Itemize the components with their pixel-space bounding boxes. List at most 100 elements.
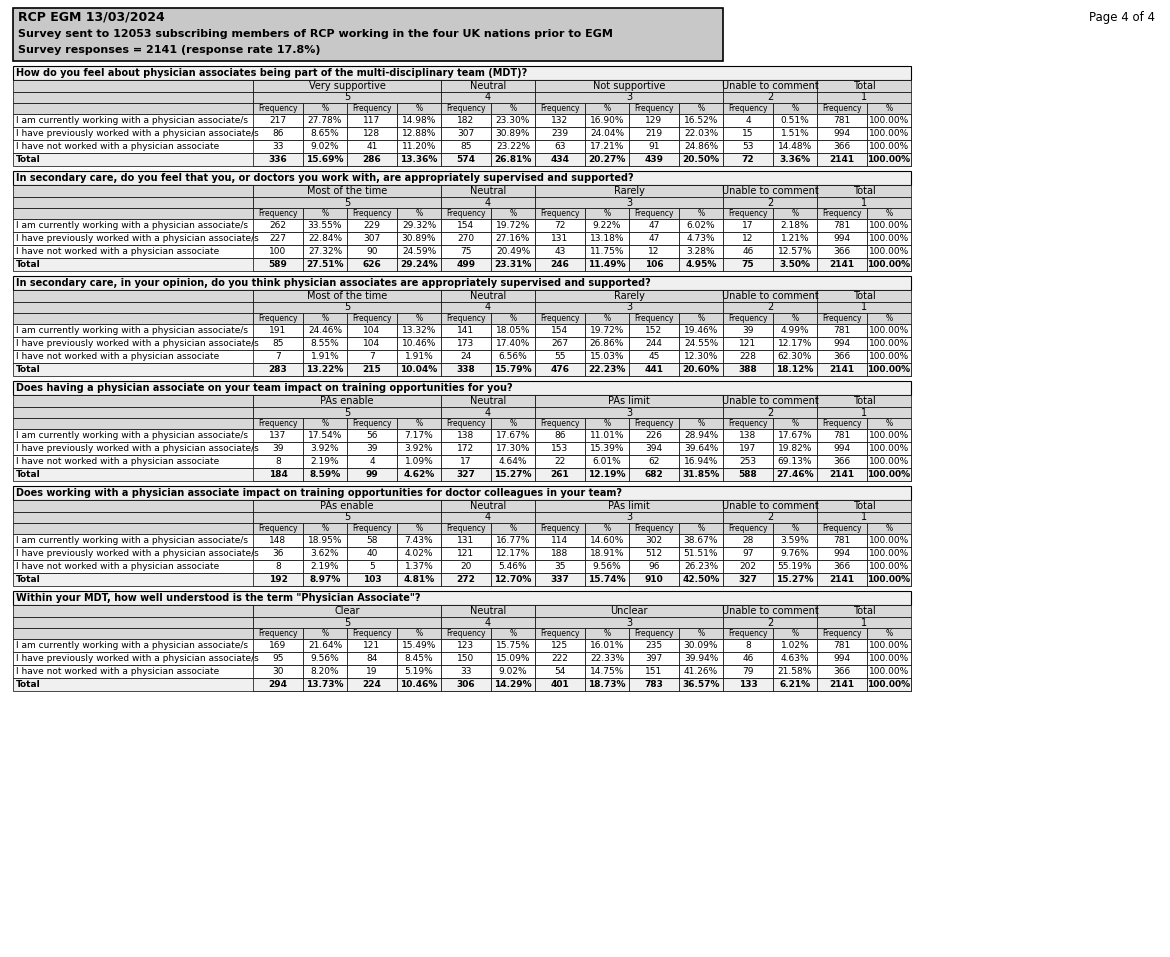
Bar <box>867 245 911 258</box>
Bar <box>817 92 911 103</box>
Text: Frequency: Frequency <box>634 314 674 323</box>
Text: 24.04%: 24.04% <box>590 129 624 138</box>
Bar <box>347 232 397 245</box>
Text: Frequency: Frequency <box>541 314 580 323</box>
Bar <box>441 313 491 324</box>
Text: 3.28%: 3.28% <box>687 247 715 256</box>
Text: Total: Total <box>853 81 875 91</box>
Text: 100.00%: 100.00% <box>867 680 910 689</box>
Bar <box>253 350 303 363</box>
Bar <box>397 258 441 271</box>
Bar <box>253 185 441 197</box>
Bar <box>441 80 535 92</box>
Text: 96: 96 <box>648 562 660 571</box>
Bar <box>491 442 535 455</box>
Bar <box>303 153 347 166</box>
Text: 781: 781 <box>833 326 851 335</box>
Bar <box>441 302 535 313</box>
Bar <box>397 442 441 455</box>
Text: 17.67%: 17.67% <box>496 431 530 440</box>
Text: 22.33%: 22.33% <box>590 654 624 663</box>
Bar <box>867 232 911 245</box>
Text: 3: 3 <box>626 408 632 417</box>
Text: 336: 336 <box>269 155 288 164</box>
Text: Does having a physician associate on your team impact on training opportunities : Does having a physician associate on you… <box>16 383 512 393</box>
Text: 5: 5 <box>344 302 350 313</box>
Bar <box>867 547 911 560</box>
Bar <box>723 665 773 678</box>
Text: Frequency: Frequency <box>823 104 862 113</box>
Text: I have not worked with a physician associate: I have not worked with a physician assoc… <box>16 667 219 676</box>
Text: Neutral: Neutral <box>470 396 507 406</box>
Text: 15.27%: 15.27% <box>776 575 814 584</box>
Text: 8: 8 <box>275 457 281 466</box>
Text: 97: 97 <box>742 549 753 558</box>
Bar <box>13 219 911 232</box>
Bar <box>723 258 773 271</box>
Text: 781: 781 <box>833 641 851 650</box>
Text: 2.19%: 2.19% <box>311 562 339 571</box>
Text: Total: Total <box>16 155 41 164</box>
Text: 20.49%: 20.49% <box>496 247 530 256</box>
Bar <box>723 455 773 468</box>
Text: 100.00%: 100.00% <box>869 247 909 256</box>
Bar <box>535 573 585 586</box>
Text: 4: 4 <box>745 116 751 125</box>
Bar <box>303 442 347 455</box>
Bar <box>535 324 585 337</box>
Text: 15.75%: 15.75% <box>496 641 530 650</box>
Bar <box>303 140 347 153</box>
Bar <box>13 114 911 127</box>
Bar <box>347 208 397 219</box>
Bar <box>535 560 585 573</box>
Bar <box>347 455 397 468</box>
Text: 14.75%: 14.75% <box>590 667 624 676</box>
Bar <box>397 103 441 114</box>
Text: 7.43%: 7.43% <box>405 536 433 545</box>
Text: 499: 499 <box>456 260 475 269</box>
Text: Frequency: Frequency <box>352 629 392 638</box>
Text: 910: 910 <box>645 575 663 584</box>
Bar <box>535 442 585 455</box>
Text: 151: 151 <box>646 667 662 676</box>
Bar <box>13 337 911 350</box>
Bar <box>629 258 679 271</box>
Text: 90: 90 <box>366 247 378 256</box>
Text: %: % <box>697 209 704 218</box>
Bar <box>679 534 723 547</box>
Text: 91: 91 <box>648 142 660 151</box>
Text: Most of the time: Most of the time <box>307 291 387 301</box>
Bar <box>535 639 585 652</box>
Bar <box>585 219 629 232</box>
Text: 137: 137 <box>269 431 287 440</box>
Bar <box>397 350 441 363</box>
Text: 30.89%: 30.89% <box>401 234 436 243</box>
Text: 22.23%: 22.23% <box>589 365 626 374</box>
Bar <box>253 337 303 350</box>
Bar <box>723 678 773 691</box>
Bar <box>585 652 629 665</box>
Bar <box>13 258 911 271</box>
Bar <box>773 628 817 639</box>
Bar <box>817 628 867 639</box>
Bar <box>253 80 441 92</box>
Text: 18.91%: 18.91% <box>590 549 625 558</box>
Bar <box>397 573 441 586</box>
Bar <box>303 573 347 586</box>
Text: 39: 39 <box>366 444 378 453</box>
Bar <box>13 140 911 153</box>
Text: 5.19%: 5.19% <box>405 667 433 676</box>
Bar <box>13 381 911 395</box>
Bar <box>347 258 397 271</box>
Bar <box>723 350 773 363</box>
Text: %: % <box>415 104 422 113</box>
Text: 23.31%: 23.31% <box>494 260 531 269</box>
Bar <box>585 442 629 455</box>
Bar <box>253 197 441 208</box>
Bar <box>441 337 491 350</box>
Bar <box>629 534 679 547</box>
Bar <box>773 337 817 350</box>
Bar <box>723 547 773 560</box>
Text: 1.09%: 1.09% <box>405 457 433 466</box>
Bar <box>723 219 773 232</box>
